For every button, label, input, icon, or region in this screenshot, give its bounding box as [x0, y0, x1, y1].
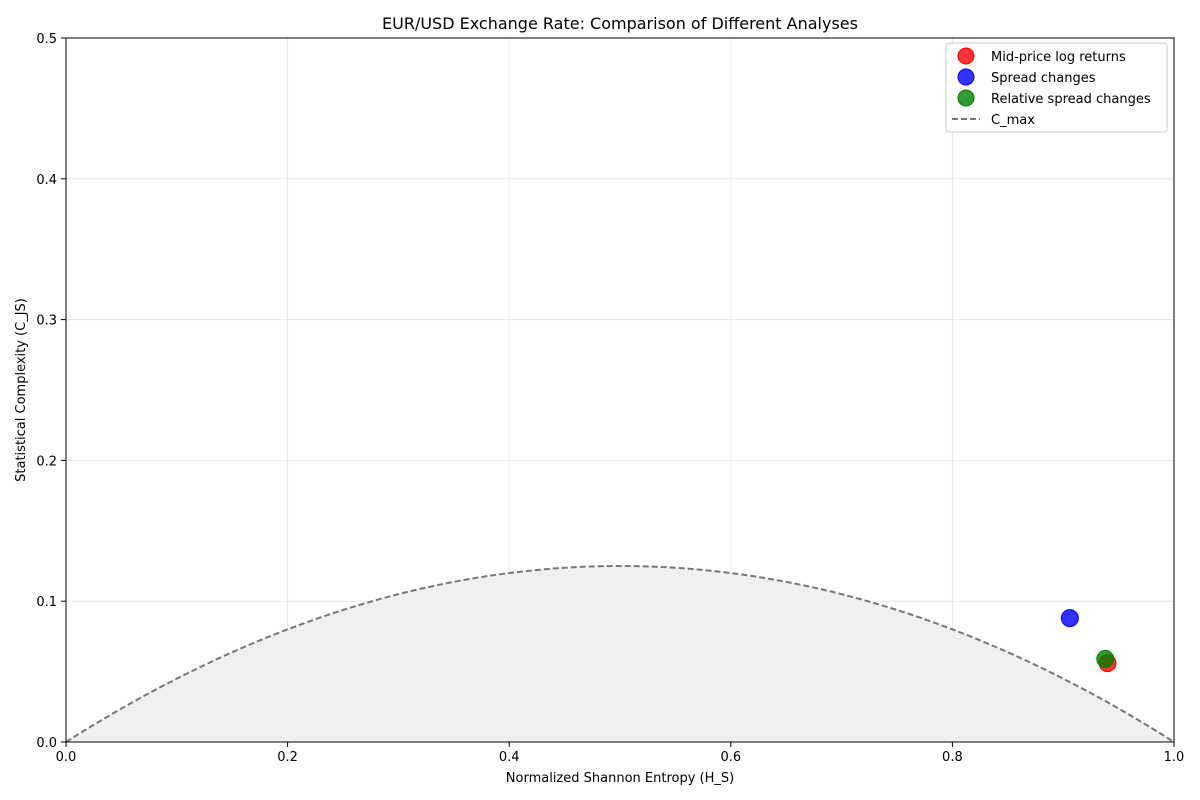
plot-frame	[65, 37, 1175, 743]
point-series-1	[1060, 609, 1079, 628]
y-tick-label: 0.1	[36, 595, 57, 610]
y-axis-title: Statistical Complexity (C_JS)	[14, 298, 29, 482]
c-max-curve-layer	[65, 564, 1175, 743]
legend-label-c-max: C_max	[991, 113, 1035, 128]
y-tick-label: 0.2	[36, 454, 57, 469]
ticks-layer: 0.0 0.2 0.4 0.6 0.8 1.0 0.0 0.1 0.2 0.3 0.4 0.5	[36, 32, 1184, 765]
x-tick-label: 0.2	[277, 750, 298, 765]
x-axis-title: Normalized Shannon Entropy (H_S)	[506, 771, 734, 786]
legend-label-series-1: Spread changes	[991, 71, 1096, 86]
legend-marker-series-2	[957, 89, 975, 107]
chart-title: EUR/USD Exchange Rate: Comparison of Dif…	[382, 14, 858, 33]
y-tick-label: 0.5	[36, 32, 57, 47]
x-tick-label: 1.0	[1164, 750, 1185, 765]
y-tick-label: 0.4	[36, 173, 57, 188]
area-under-curve	[66, 566, 1174, 742]
legend-marker-series-0	[957, 47, 975, 65]
points-layer	[1060, 609, 1117, 673]
legend-label-series-0: Mid-price log returns	[991, 50, 1126, 65]
x-tick-label: 0.8	[942, 750, 963, 765]
legend-box	[945, 42, 1168, 133]
x-tick-label: 0.6	[720, 750, 741, 765]
legend-label-series-2: Relative spread changes	[991, 92, 1151, 107]
point-series-2	[1096, 649, 1115, 668]
x-tick-label: 0.4	[499, 750, 520, 765]
c-max-fill	[66, 566, 1174, 742]
c-max-curve	[65, 564, 1175, 743]
legend: Mid-price log returns Spread changes Relat…	[945, 42, 1168, 133]
y-tick-label: 0.0	[36, 736, 57, 751]
y-tick-label: 0.3	[36, 314, 57, 329]
legend-marker-series-1	[957, 68, 975, 86]
x-tick-label: 0.0	[56, 750, 77, 765]
